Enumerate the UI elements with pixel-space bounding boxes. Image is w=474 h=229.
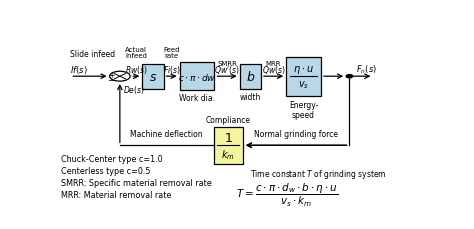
Circle shape: [346, 75, 353, 79]
Text: $b$: $b$: [246, 70, 255, 84]
Text: −: −: [107, 75, 114, 84]
Text: +: +: [108, 71, 114, 80]
Text: $T = \dfrac{c \cdot \pi \cdot d_w \cdot b \cdot \eta \cdot u}{v_s \cdot k_m}$: $T = \dfrac{c \cdot \pi \cdot d_w \cdot …: [236, 181, 338, 208]
Text: Feed
rate: Feed rate: [164, 47, 180, 59]
Text: $\eta \cdot u$: $\eta \cdot u$: [293, 64, 314, 76]
Text: $Rw(s)$: $Rw(s)$: [125, 64, 147, 76]
Text: width: width: [239, 93, 261, 102]
Text: Centerless type c=0.5: Centerless type c=0.5: [61, 166, 151, 175]
Bar: [213, 127, 243, 164]
Text: MRR: Material removal rate: MRR: Material removal rate: [61, 190, 172, 199]
Bar: [240, 65, 261, 89]
Bar: [142, 65, 164, 89]
Text: Machine deflection: Machine deflection: [130, 130, 203, 139]
Text: $De(s)$: $De(s)$: [123, 84, 145, 95]
Text: Normal grinding force: Normal grinding force: [254, 130, 338, 139]
Text: SMRR: Specific material removal rate: SMRR: Specific material removal rate: [61, 178, 212, 187]
Text: Work dia.: Work dia.: [179, 94, 215, 103]
Text: SMRR: SMRR: [217, 60, 237, 66]
Text: Slide infeed: Slide infeed: [70, 50, 115, 59]
Text: Energy-
speed: Energy- speed: [289, 100, 318, 120]
Text: $If(s)$: $If(s)$: [70, 64, 88, 76]
Text: $Qw'(s)$: $Qw'(s)$: [214, 64, 240, 76]
Text: Actual
infeed: Actual infeed: [125, 47, 147, 59]
Bar: [180, 63, 214, 90]
Text: $s$: $s$: [149, 70, 157, 83]
Text: MRR: MRR: [266, 60, 281, 66]
Text: $F_n(s)$: $F_n(s)$: [356, 63, 377, 76]
Text: $Fi(s)$: $Fi(s)$: [163, 64, 181, 76]
Text: 1: 1: [224, 132, 232, 145]
Text: $k_m$: $k_m$: [221, 147, 235, 161]
Text: $Qw(s)$: $Qw(s)$: [262, 64, 285, 76]
Bar: [286, 57, 321, 96]
Text: $c \cdot \pi \cdot dw$: $c \cdot \pi \cdot dw$: [178, 71, 216, 82]
Text: $v_s$: $v_s$: [298, 78, 309, 90]
Text: Compliance: Compliance: [206, 115, 251, 124]
Text: Chuck-Center type c=1.0: Chuck-Center type c=1.0: [61, 154, 163, 164]
Text: Time constant $T$ of grinding system: Time constant $T$ of grinding system: [250, 168, 387, 181]
